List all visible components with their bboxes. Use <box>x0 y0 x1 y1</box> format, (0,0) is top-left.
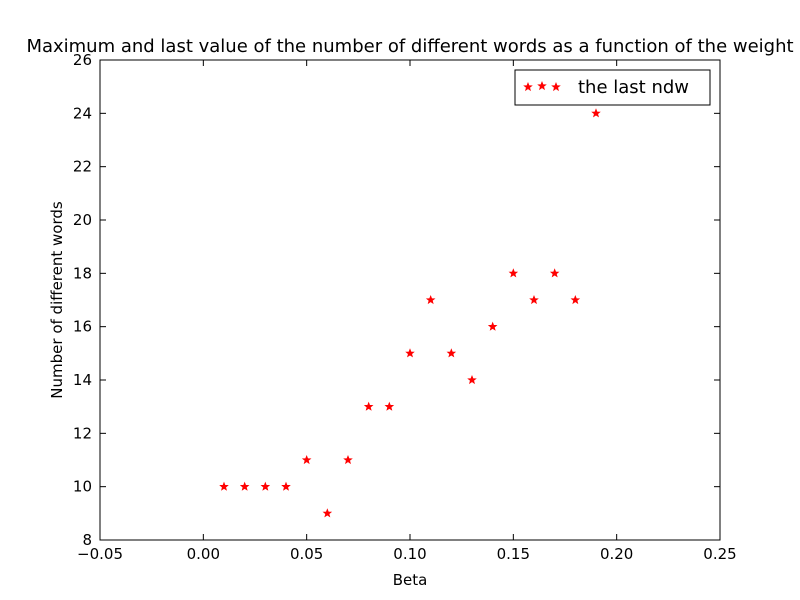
legend-box <box>514 69 711 106</box>
y-tick-label: 22 <box>73 158 92 176</box>
y-axis-label: Number of different words <box>48 201 66 399</box>
x-axis-label: Beta <box>393 571 428 589</box>
data-point <box>529 294 539 305</box>
x-tick-label: −0.05 <box>77 545 123 563</box>
data-point <box>281 481 291 491</box>
y-axis-ticks: 8 10 12 14 16 18 20 22 24 26 <box>73 51 720 549</box>
legend: the last ndw <box>514 69 711 106</box>
y-tick-label: 20 <box>73 211 92 229</box>
legend-marker <box>523 80 561 92</box>
y-tick-label: 26 <box>73 51 92 69</box>
x-tick-label: 0.00 <box>187 545 220 563</box>
x-tick-label: 0.10 <box>393 545 426 563</box>
data-point <box>446 348 457 358</box>
data-point <box>508 268 519 278</box>
legend-marker-star <box>551 81 561 92</box>
legend-label: the last ndw <box>578 77 689 98</box>
data-point <box>425 294 436 305</box>
x-axis-ticks: −0.05 0.00 0.05 0.10 0.15 0.20 0.25 <box>77 60 737 563</box>
data-point <box>467 374 477 385</box>
legend-marker-star <box>537 80 547 91</box>
data-point <box>384 401 395 411</box>
y-tick-label: 8 <box>82 531 92 549</box>
y-tick-label: 16 <box>73 318 92 336</box>
y-tick-label: 10 <box>73 478 92 496</box>
data-point <box>363 401 374 411</box>
data-points <box>219 108 601 518</box>
data-point <box>487 321 498 331</box>
data-point <box>591 108 601 118</box>
y-tick-label: 24 <box>73 104 92 122</box>
data-point <box>239 481 250 491</box>
y-tick-label: 18 <box>73 264 92 282</box>
y-tick-label: 14 <box>73 371 92 389</box>
data-point <box>322 508 333 518</box>
data-point <box>219 481 229 491</box>
x-tick-label: 0.25 <box>703 545 736 563</box>
data-point <box>260 481 271 491</box>
legend-marker-star <box>523 81 533 92</box>
data-point <box>570 294 581 305</box>
data-point <box>405 348 415 358</box>
y-tick-label: 12 <box>73 424 92 442</box>
x-tick-label: 0.20 <box>600 545 633 563</box>
chart-title: Maximum and last value of the number of … <box>26 36 793 57</box>
x-tick-label: 0.05 <box>290 545 323 563</box>
x-tick-label: 0.15 <box>497 545 530 563</box>
data-point <box>549 268 560 278</box>
data-point <box>343 454 353 465</box>
data-point <box>301 454 312 465</box>
